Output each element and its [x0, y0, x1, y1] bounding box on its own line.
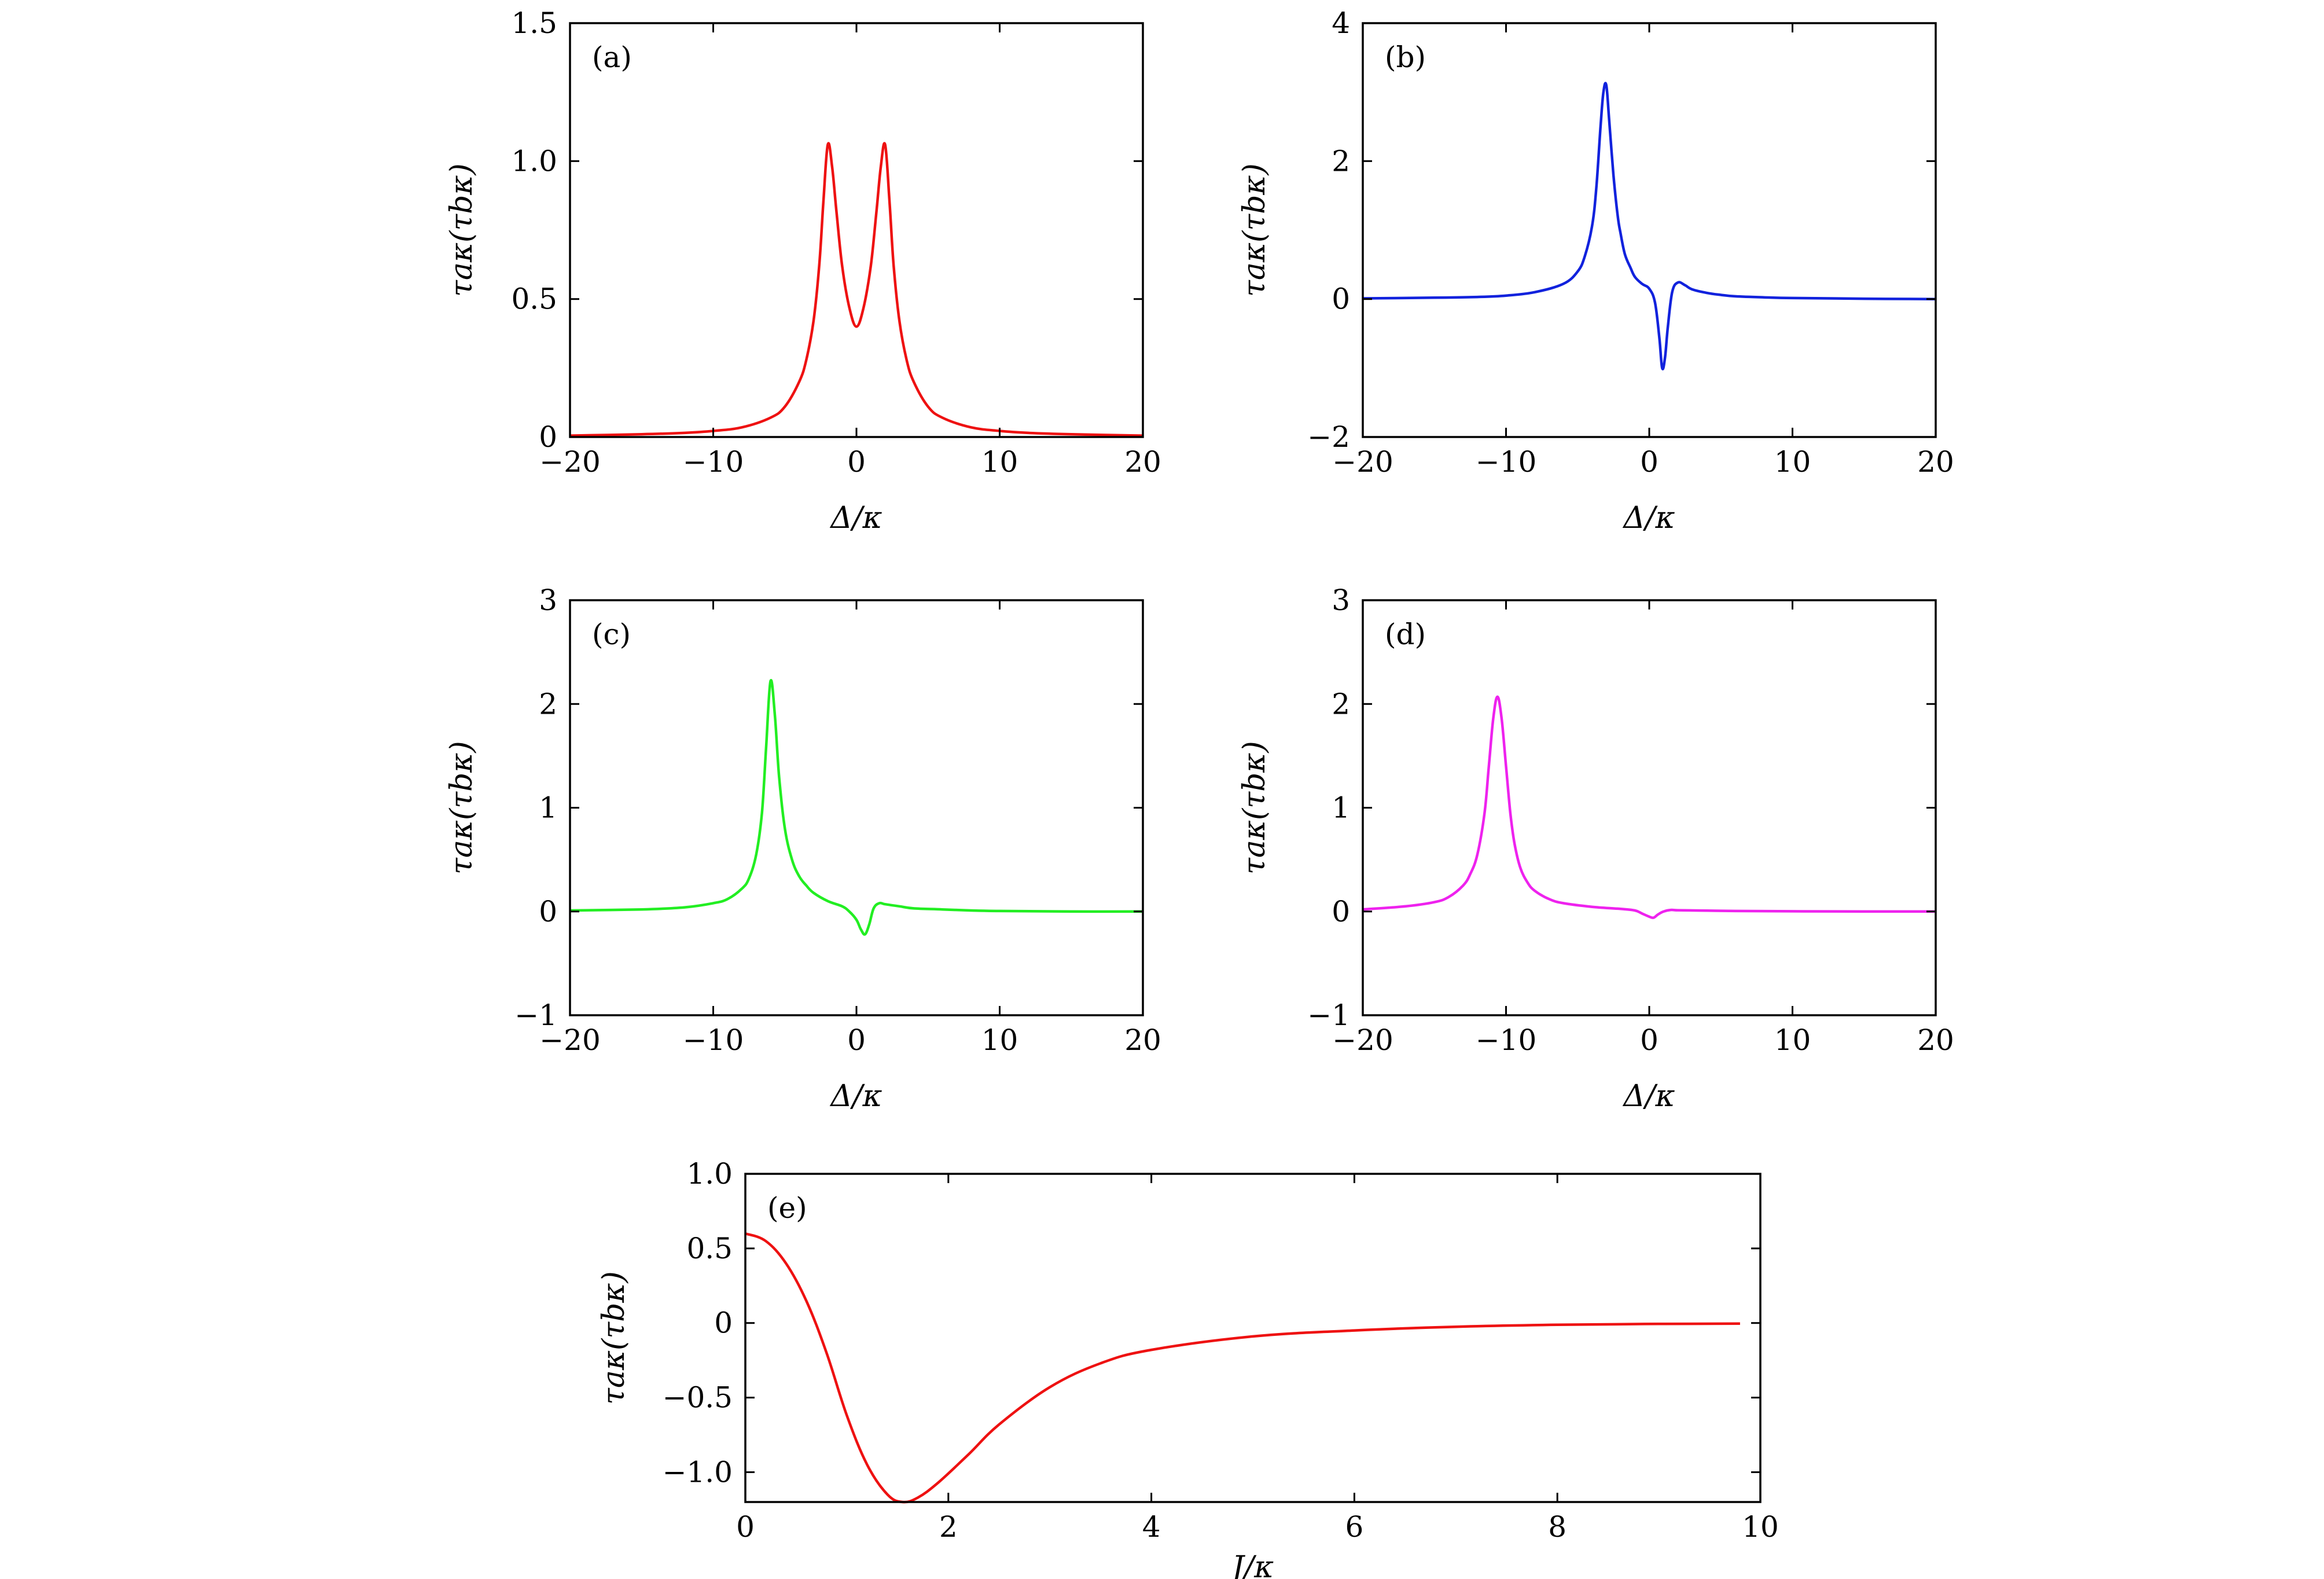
panel-label: (a) [592, 41, 632, 74]
y-tick-label: 0 [539, 895, 557, 928]
x-axis-label: Δ/κ [829, 1079, 882, 1114]
x-tick-label: 2 [939, 1510, 958, 1544]
x-tick-label: 10 [1774, 1023, 1811, 1057]
x-tick-label: 0 [1640, 1023, 1659, 1057]
y-axis-label: τaκ(τbκ) [1237, 163, 1272, 297]
y-tick-label: 0 [539, 420, 557, 454]
series-line [1362, 695, 1936, 919]
y-tick-label: 0.5 [511, 282, 557, 316]
x-axis-label: Δ/κ [829, 501, 882, 535]
panel-label: (c) [592, 618, 631, 651]
x-axis-label: Δ/κ [1622, 1079, 1675, 1114]
x-tick-label: 10 [1742, 1510, 1779, 1544]
x-tick-label: −10 [1476, 445, 1537, 479]
x-tick-label: −10 [683, 1023, 744, 1057]
x-tick-label: 0 [1640, 445, 1659, 479]
y-axis-label: τaκ(τbκ) [444, 163, 479, 297]
x-tick-label: 20 [1917, 1023, 1954, 1057]
plot-frame [569, 22, 1144, 438]
y-tick-label: 1.5 [511, 6, 557, 40]
x-tick-label: 0 [847, 1023, 866, 1057]
series-line [569, 142, 1143, 437]
y-tick-label: 2 [1332, 687, 1350, 721]
plot-frame [1362, 22, 1937, 438]
y-tick-label: 3 [1332, 583, 1350, 617]
plot-frame [1362, 599, 1937, 1016]
y-tick-label: 1 [539, 791, 557, 825]
y-tick-label: −1 [514, 998, 557, 1032]
plot-frame [744, 1173, 1762, 1503]
y-tick-label: 4 [1332, 6, 1350, 40]
y-tick-label: −2 [1307, 420, 1350, 454]
panel-label: (b) [1385, 41, 1426, 74]
x-tick-label: 0 [847, 445, 866, 479]
panel-e: 0 2 4 6 8 10 −1.0 −0.5 0 0.5 1.0 (e) J/κ τaκ(τbκ) [597, 1157, 1779, 1579]
panel-a: −20 −10 0 10 20 0 0.5 1.0 1.5 (a) Δ/κ τaκ(τbκ) [444, 6, 1161, 535]
x-axis-label: Δ/κ [1622, 501, 1675, 535]
y-axis-label: τaκ(τbκ) [1237, 741, 1272, 875]
y-tick-label: 1.0 [686, 1157, 733, 1191]
x-tick-label: 10 [981, 1023, 1018, 1057]
y-tick-label: 3 [539, 583, 557, 617]
y-tick-label: 0 [1332, 282, 1350, 316]
y-tick-label: 2 [1332, 144, 1350, 178]
plot-frame [569, 599, 1144, 1016]
y-tick-label: 0 [714, 1306, 733, 1340]
x-tick-label: 0 [736, 1510, 755, 1544]
y-tick-label: −0.5 [663, 1381, 733, 1415]
series-line [569, 678, 1143, 936]
x-tick-label: 20 [1917, 445, 1954, 479]
x-tick-label: 20 [1124, 1023, 1161, 1057]
x-tick-label: −20 [1332, 1023, 1393, 1057]
y-tick-label: −1 [1307, 998, 1350, 1032]
y-tick-label: −1.0 [663, 1455, 733, 1489]
x-axis-label: J/κ [1227, 1550, 1274, 1579]
x-tick-label: −20 [539, 445, 601, 479]
x-tick-label: 20 [1124, 445, 1161, 479]
x-tick-label: 10 [1774, 445, 1811, 479]
y-tick-label: 0.5 [686, 1232, 733, 1265]
x-tick-label: 4 [1142, 1510, 1161, 1544]
x-tick-label: 6 [1345, 1510, 1363, 1544]
series-line [745, 1232, 1740, 1504]
x-tick-label: −10 [683, 445, 744, 479]
y-tick-label: 0 [1332, 895, 1350, 928]
x-tick-label: −20 [539, 1023, 601, 1057]
series-line [1362, 82, 1936, 370]
x-tick-label: 10 [981, 445, 1018, 479]
panel-label: (e) [767, 1191, 807, 1225]
panel-label: (d) [1385, 618, 1426, 651]
x-tick-label: 8 [1548, 1510, 1567, 1544]
y-tick-label: 1.0 [511, 144, 557, 178]
x-tick-label: −10 [1476, 1023, 1537, 1057]
x-tick-label: −20 [1332, 445, 1393, 479]
y-tick-label: 1 [1332, 791, 1350, 825]
y-axis-label: τaκ(τbκ) [444, 741, 479, 875]
y-tick-label: 2 [539, 687, 557, 721]
y-axis-label: τaκ(τbκ) [597, 1271, 631, 1405]
